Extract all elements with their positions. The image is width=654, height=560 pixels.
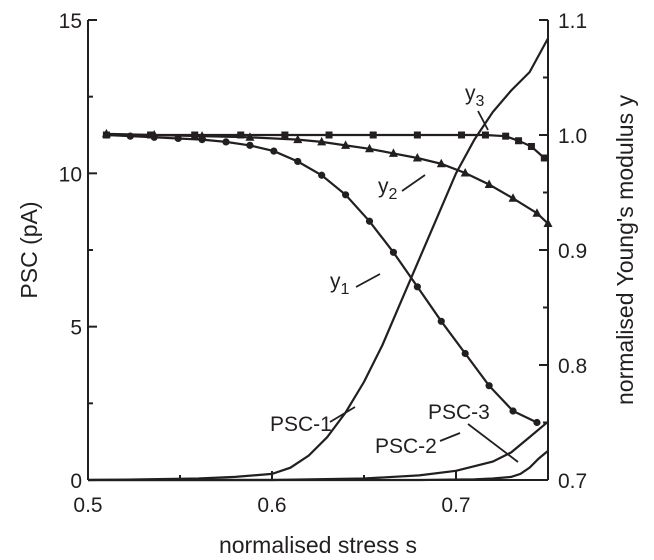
point-y3: [540, 154, 548, 162]
annotation-y2-leader: [401, 174, 426, 192]
x-axis-title: normalised stress s: [219, 532, 417, 558]
point-y1: [222, 138, 230, 146]
point-y1: [413, 283, 421, 291]
point-y3: [325, 131, 333, 139]
series-line-psc-3: [88, 450, 549, 482]
point-y1: [461, 349, 469, 358]
point-y3: [102, 131, 110, 139]
point-y3: [502, 132, 510, 140]
y-left-tick-label: 5: [70, 317, 82, 340]
annotation-psc1: PSC-1: [270, 413, 332, 436]
annotation-y2: y2: [378, 175, 398, 203]
point-y1: [365, 217, 374, 225]
point-y2: [412, 153, 422, 162]
y-right-tick-label: 0.8: [558, 355, 587, 378]
point-y1: [389, 248, 398, 256]
point-y1: [509, 407, 517, 415]
series-layer: [87, 37, 553, 482]
annotation-psc3: PSC-3: [428, 401, 490, 424]
x-tick-label: 0.5: [73, 494, 102, 517]
point-y1: [437, 317, 445, 325]
annotation-y1: y1: [330, 270, 350, 298]
point-y2: [484, 179, 494, 188]
series-line-psc-1: [87, 37, 549, 482]
y-right-tick-label: 1.0: [558, 125, 587, 148]
point-y2: [365, 143, 375, 153]
annotation-psc3-leader: [467, 423, 519, 463]
point-y2: [293, 134, 303, 144]
point-y2: [460, 167, 470, 177]
point-y2: [245, 132, 255, 141]
point-y2: [543, 218, 553, 228]
y-right-tick-label: 0.7: [558, 470, 587, 493]
point-y2: [341, 140, 351, 149]
point-y2: [532, 208, 542, 217]
point-y2: [508, 193, 518, 202]
point-y1: [318, 171, 326, 179]
point-y2: [388, 148, 398, 157]
point-y1: [294, 157, 302, 166]
annotation-y1-leader: [355, 273, 381, 288]
point-y3: [481, 131, 489, 139]
series-psc-3: [88, 450, 549, 482]
point-y3: [147, 131, 155, 139]
series-y3: [102, 131, 548, 162]
point-y3: [281, 131, 289, 139]
left-axis-title: PSC (pA): [16, 201, 42, 298]
point-y3: [191, 131, 199, 139]
x-tick-label: 0.7: [441, 494, 470, 517]
point-y3: [458, 131, 466, 139]
right-axis-title: normalised Young's modulus y: [612, 95, 638, 405]
point-y1: [485, 382, 493, 390]
point-y3: [369, 131, 377, 139]
y-right-tick-label: 1.1: [558, 10, 587, 33]
point-y3: [413, 131, 421, 139]
series-psc-1: [87, 37, 549, 482]
annotation-layer: y3 y2 y1 PSC-1 PSC-2 PSC-3: [270, 82, 519, 463]
y-left-tick-label: 0: [70, 470, 82, 493]
series-line-y2: [106, 132, 549, 225]
point-y1: [246, 141, 254, 149]
annotation-y3-leader: [477, 110, 489, 131]
annotation-psc2: PSC-2: [375, 435, 437, 458]
point-y2: [317, 136, 327, 146]
annotation-psc1-leader: [329, 406, 356, 423]
annotation-psc2-leader: [439, 432, 461, 442]
point-y3: [527, 143, 535, 150]
series-y1: [102, 131, 541, 427]
point-y2: [436, 158, 446, 168]
series-y2: [101, 128, 553, 228]
point-y1: [342, 191, 350, 199]
y-left-tick-label: 15: [59, 10, 82, 33]
point-y3: [237, 131, 245, 139]
x-tick-label: 0.6: [257, 494, 286, 517]
annotation-y3: y3: [465, 82, 485, 110]
y-left-tick-label: 10: [59, 163, 82, 186]
y-right-tick-label: 0.9: [558, 240, 587, 263]
point-y1: [270, 147, 278, 155]
point-y3: [515, 137, 523, 145]
point-y1: [533, 418, 541, 427]
